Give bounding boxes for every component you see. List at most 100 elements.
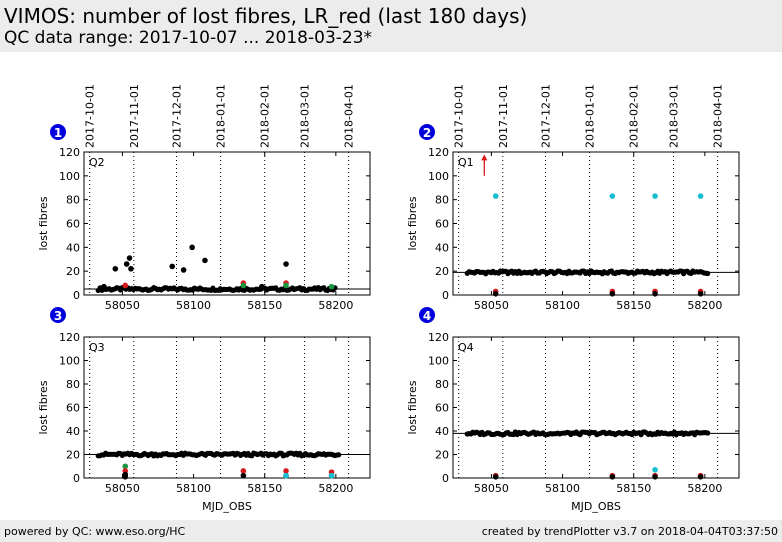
x-tick-label: 58050 <box>474 482 509 495</box>
y-tick-label: 120 <box>428 331 449 344</box>
chart-panel-3: 0 20 40 60 80 100 120 58050 58100 58150 58200 lost … <box>37 307 371 513</box>
footer-band: powered by QC: www.eso.org/HC created by… <box>0 520 782 542</box>
panel-label: Q4 <box>458 341 474 354</box>
date-tick-label: 2017-11-01 <box>497 84 510 148</box>
date-tick-label: 2018-01-01 <box>215 84 228 148</box>
y-tick-label: 0 <box>442 289 449 302</box>
data-point <box>492 474 499 480</box>
data-point <box>189 244 195 251</box>
x-tick-label: 58050 <box>105 299 140 312</box>
panel-badge <box>50 307 66 323</box>
date-tick-label: 2017-10-01 <box>453 84 466 148</box>
date-tick-label: 2017-12-01 <box>539 84 552 148</box>
x-tick-label: 58100 <box>545 299 580 312</box>
y-tick-label: 100 <box>59 355 80 368</box>
data-point <box>697 291 704 297</box>
page-subtitle: QC data range: 2017-10-07 ... 2018-03-23… <box>4 28 373 48</box>
date-tick-label: 2018-04-01 <box>343 84 356 148</box>
x-tick-label: 58200 <box>318 482 353 495</box>
date-tick-label: 2018-03-01 <box>668 84 681 148</box>
panel-label: Q3 <box>89 341 105 354</box>
y-tick-label: 0 <box>442 472 449 485</box>
date-tick-label: 2017-11-01 <box>128 84 141 148</box>
data-point <box>240 282 247 289</box>
data-point <box>492 291 499 297</box>
date-tick-label: 2018-02-01 <box>259 84 272 148</box>
y-tick-label: 100 <box>59 170 80 183</box>
y-tick-label: 80 <box>66 194 80 207</box>
footer-powered-by: powered by QC: www.eso.org/HC <box>4 525 186 538</box>
y-tick-label: 40 <box>435 425 449 438</box>
y-tick-label: 80 <box>66 378 80 391</box>
data-point <box>259 283 265 290</box>
y-tick-label: 80 <box>435 378 449 391</box>
x-axis-label: MJD_OBS <box>202 500 252 513</box>
y-tick-label: 0 <box>73 289 80 302</box>
y-tick-label: 20 <box>66 265 80 278</box>
data-point <box>202 257 208 264</box>
y-tick-label: 20 <box>435 265 449 278</box>
outlier-arrow-head <box>481 154 488 161</box>
y-tick-label: 20 <box>435 449 449 462</box>
y-tick-label: 100 <box>428 170 449 183</box>
y-tick-label: 80 <box>435 194 449 207</box>
y-tick-label: 120 <box>59 146 80 159</box>
x-tick-label: 58150 <box>247 482 282 495</box>
y-tick-label: 20 <box>66 449 80 462</box>
panel-badge-number: 1 <box>54 126 62 140</box>
y-tick-label: 120 <box>59 331 80 344</box>
date-tick-label: 2018-01-01 <box>584 84 597 148</box>
date-tick-label: 2017-12-01 <box>170 84 183 148</box>
data-point <box>122 474 129 480</box>
data-point <box>283 261 289 267</box>
chart-panel-4: 0 20 40 60 80 100 120 58050 58100 58150 58200 lost … <box>406 307 740 513</box>
data-point <box>652 291 658 297</box>
data-point <box>652 474 658 480</box>
data-point <box>492 193 499 199</box>
y-axis-label: lost fibres <box>406 380 419 434</box>
x-tick-label: 58200 <box>687 299 722 312</box>
page-title: VIMOS: number of lost fibres, LR_red (la… <box>4 4 528 28</box>
data-point <box>652 193 658 199</box>
data-point <box>122 282 129 289</box>
y-axis-label: lost fibres <box>37 380 50 434</box>
y-axis-label: lost fibres <box>406 196 419 250</box>
y-tick-label: 60 <box>66 402 80 415</box>
data-point <box>652 466 658 473</box>
x-tick-label: 58150 <box>616 482 651 495</box>
y-tick-label: 40 <box>66 425 80 438</box>
data-point <box>283 472 289 479</box>
chart-panel-2: 0 20 40 60 80 100 120 58050 58100 58150 58200 2017-… <box>406 84 740 312</box>
x-tick-label: 58050 <box>474 299 509 312</box>
data-point <box>336 452 342 458</box>
data-point <box>128 265 134 272</box>
date-tick-label: 2017-10-01 <box>84 84 97 148</box>
panel-badge <box>419 307 435 323</box>
data-point <box>283 282 289 289</box>
panel-badge-number: 3 <box>54 309 62 323</box>
data-point <box>126 255 133 261</box>
data-point <box>240 468 247 474</box>
data-point <box>705 270 711 277</box>
data-point <box>609 291 616 297</box>
panel-badge <box>50 124 66 140</box>
panel-label: Q2 <box>89 156 105 169</box>
y-tick-label: 120 <box>428 146 449 159</box>
date-tick-label: 2018-03-01 <box>299 84 312 148</box>
data-point <box>697 474 704 480</box>
y-tick-label: 40 <box>435 241 449 254</box>
data-point <box>169 263 176 270</box>
plot-frame <box>83 151 371 296</box>
data-point <box>328 283 335 290</box>
data-point <box>240 472 247 479</box>
x-tick-label: 58150 <box>616 299 651 312</box>
chart-panel-1: 0 20 40 60 80 100 120 58050 58100 58150 58200 2017-… <box>37 84 371 312</box>
data-point <box>328 472 335 479</box>
data-point <box>112 265 119 272</box>
data-point <box>697 193 704 199</box>
date-tick-label: 2018-04-01 <box>712 84 725 148</box>
x-tick-label: 58150 <box>247 299 282 312</box>
plot-frame <box>452 336 740 479</box>
x-tick-label: 58100 <box>545 482 580 495</box>
